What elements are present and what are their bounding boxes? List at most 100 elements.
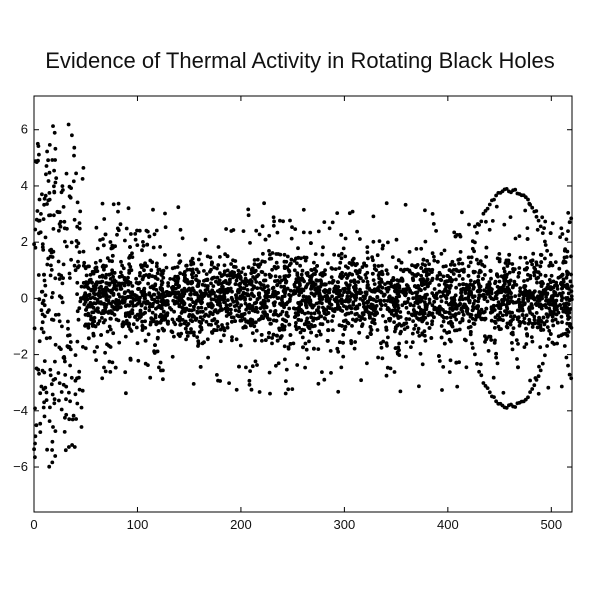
scatter-point (567, 315, 572, 320)
scatter-point (103, 318, 107, 322)
scatter-point (365, 285, 370, 290)
scatter-point (288, 218, 292, 223)
scatter-point (569, 216, 574, 221)
scatter-point (291, 341, 296, 346)
scatter-point (185, 289, 189, 293)
scatter-point (135, 228, 139, 233)
scatter-point (268, 309, 273, 313)
scatter-point (116, 318, 121, 323)
scatter-point (511, 326, 516, 330)
scatter-point (323, 268, 327, 272)
scatter-point (50, 392, 55, 397)
scatter-point (38, 421, 43, 426)
scatter-point (234, 303, 239, 308)
scatter-point (60, 184, 65, 189)
scatter-point (529, 259, 533, 263)
scatter-point (285, 254, 290, 259)
scatter-point (39, 326, 44, 331)
scatter-point (216, 245, 221, 249)
scatter-point (489, 318, 494, 323)
scatter-point (564, 237, 569, 242)
scatter-point (403, 293, 408, 298)
scatter-point (102, 365, 106, 370)
scatter-point (274, 266, 278, 271)
scatter-point (293, 280, 298, 285)
scatter-point (40, 242, 45, 247)
scatter-point (312, 303, 316, 308)
scatter-point (103, 232, 108, 237)
scatter-point (359, 378, 363, 383)
scatter-point (229, 262, 234, 266)
scatter-point (411, 276, 415, 281)
scatter-point (512, 279, 517, 284)
scatter-point (564, 275, 569, 280)
scatter-point (434, 229, 438, 233)
scatter-point (36, 273, 41, 277)
scatter-point (163, 303, 168, 307)
scatter-point (83, 291, 88, 295)
scatter-point (341, 332, 346, 337)
scatter-point (123, 370, 128, 375)
scatter-point (259, 282, 263, 287)
scatter-point (255, 286, 260, 291)
scatter-point (175, 265, 180, 269)
scatter-point (510, 347, 515, 352)
scatter-point (108, 277, 113, 281)
scatter-point (444, 300, 449, 305)
scatter-point (211, 318, 216, 322)
scatter-point (447, 370, 452, 374)
scatter-point (209, 267, 213, 272)
scatter-point (42, 196, 47, 201)
scatter-point (287, 273, 292, 278)
scatter-point (237, 364, 241, 369)
scatter-point (554, 312, 559, 317)
scatter-point (130, 255, 135, 259)
scatter-point (543, 273, 548, 278)
scatter-point (444, 264, 448, 268)
scatter-point (505, 264, 510, 268)
scatter-point (63, 415, 67, 420)
scatter-point (231, 315, 236, 320)
scatter-point (337, 253, 341, 258)
scatter-point (154, 228, 159, 233)
scatter-point (87, 264, 91, 269)
scatter-point (168, 277, 173, 281)
scatter-point (439, 294, 443, 299)
scatter-point (387, 297, 392, 302)
scatter-point (205, 337, 210, 342)
scatter-point (279, 284, 284, 289)
scatter-point (267, 249, 271, 253)
scatter-point (215, 373, 219, 377)
scatter-point (109, 311, 114, 316)
scatter-point (272, 318, 276, 323)
scatter-point (385, 365, 390, 370)
scatter-point (505, 321, 510, 326)
scatter-point (425, 284, 430, 289)
scatter-point (67, 390, 71, 395)
scatter-point (520, 306, 525, 311)
scatter-point (72, 145, 77, 150)
scatter-point (412, 327, 416, 331)
scatter-point (189, 259, 193, 264)
scatter-point (210, 302, 214, 307)
scatter-point (408, 302, 413, 307)
scatter-point (448, 315, 453, 320)
scatter-point (293, 227, 298, 232)
scatter-point (126, 206, 131, 211)
scatter-point (337, 266, 342, 270)
scatter-point (116, 299, 121, 303)
scatter-point (529, 335, 534, 339)
scatter-point (127, 314, 132, 319)
scatter-point (404, 317, 409, 321)
scatter-point (257, 318, 261, 322)
scatter-point (502, 269, 507, 274)
scatter-point (535, 325, 540, 330)
scatter-point (66, 326, 70, 331)
scatter-point (532, 317, 537, 322)
scatter-point (140, 277, 145, 282)
scatter-point (536, 391, 541, 396)
scatter-point (506, 279, 511, 284)
scatter-point (75, 309, 80, 314)
scatter-point (302, 322, 307, 327)
scatter-point (75, 280, 80, 285)
